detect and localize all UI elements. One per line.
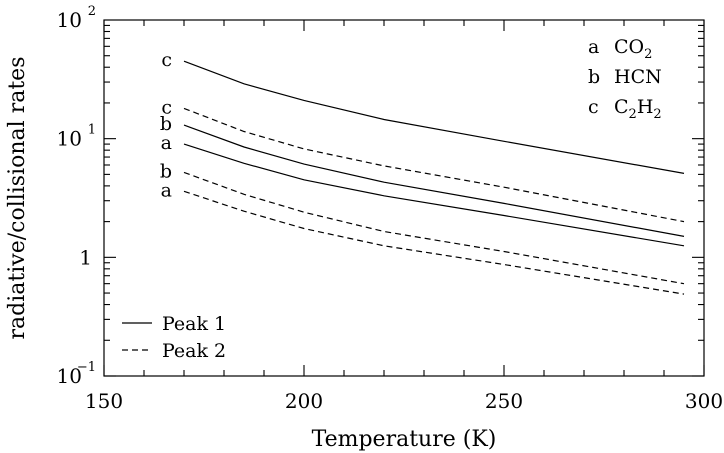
series-layer (183, 60, 685, 295)
x-axis-label: Temperature (K) (312, 427, 497, 452)
curve-label: a (161, 132, 172, 154)
species-name: HCN (614, 66, 662, 88)
series-line-a-solid (183, 143, 685, 247)
species-key: c (588, 96, 599, 118)
style-legend: Peak 1 Peak 2 (122, 313, 226, 362)
y-tick-label: 10 (57, 8, 82, 32)
y-tick-exponent: −1 (77, 360, 96, 375)
species-key: a (588, 36, 599, 58)
curve-label: b (160, 113, 172, 135)
x-tick-label: 300 (685, 389, 723, 413)
plot-frame (103, 19, 705, 377)
series-line-c-dashed (183, 107, 685, 223)
species-name: C2H2 (614, 96, 662, 122)
curve-label: c (161, 49, 172, 71)
y-axis-label: radiative/collisional rates (5, 57, 30, 340)
series-line-a-dashed (183, 190, 685, 295)
species-key: b (588, 66, 600, 88)
series-line-b-solid (183, 124, 685, 237)
series-line-b-dashed (183, 171, 685, 285)
legend-label: Peak 2 (162, 340, 226, 362)
curve-label: b (160, 160, 172, 182)
legend-label: Peak 1 (162, 313, 226, 335)
series-line-c-solid (183, 60, 685, 174)
x-tick-label: 150 (85, 389, 123, 413)
species-name: CO2 (614, 36, 652, 62)
y-tick-exponent: 2 (88, 4, 96, 19)
y-tick-exponent: 1 (88, 123, 96, 138)
x-tick-label: 200 (285, 389, 323, 413)
ticks (103, 20, 705, 377)
y-tick-label: 1 (79, 245, 92, 269)
x-tick-label: 250 (485, 389, 523, 413)
curve-label: c (161, 96, 172, 118)
species-legend: a CO2 b HCN c C2H2 (588, 36, 662, 122)
y-tick-label: 10 (57, 127, 82, 151)
y-tick-label: 10 (57, 364, 82, 388)
curve-label: a (161, 179, 172, 201)
